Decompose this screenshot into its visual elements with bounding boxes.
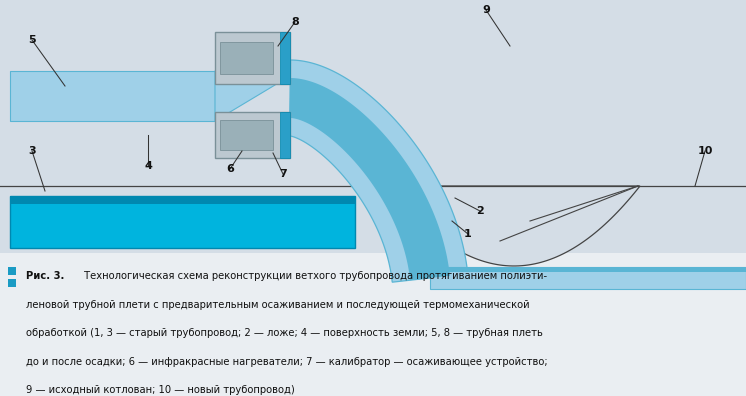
Text: 4: 4 [144, 161, 152, 171]
Text: 10: 10 [698, 146, 712, 156]
FancyBboxPatch shape [215, 32, 290, 84]
Text: 7: 7 [279, 169, 287, 179]
FancyBboxPatch shape [8, 280, 16, 287]
FancyBboxPatch shape [215, 112, 290, 158]
Text: 8: 8 [291, 17, 299, 27]
Text: 1: 1 [464, 229, 472, 239]
FancyBboxPatch shape [8, 267, 16, 276]
FancyBboxPatch shape [10, 71, 215, 121]
Text: Рис. 3.: Рис. 3. [26, 271, 64, 282]
FancyBboxPatch shape [0, 253, 746, 396]
Text: 9: 9 [482, 5, 490, 15]
Text: до и после осадки; 6 — инфракрасные нагреватели; 7 — калибратор — осаживающее ус: до и после осадки; 6 — инфракрасные нагр… [26, 357, 548, 367]
Text: 6: 6 [226, 164, 234, 174]
FancyBboxPatch shape [10, 196, 355, 204]
Text: 3: 3 [28, 146, 36, 156]
Text: 5: 5 [28, 35, 36, 45]
FancyBboxPatch shape [430, 267, 746, 289]
Text: 9 — исходный котлован; 10 — новый трубопровод): 9 — исходный котлован; 10 — новый трубоп… [26, 385, 295, 396]
Text: леновой трубной плети с предварительным осаживанием и последующей термомеханичес: леновой трубной плети с предварительным … [26, 300, 530, 310]
FancyBboxPatch shape [10, 196, 355, 248]
Text: Технологическая схема реконструкции ветхого трубопровода протягиванием полиэти-: Технологическая схема реконструкции ветх… [81, 271, 547, 282]
Polygon shape [289, 60, 468, 282]
FancyBboxPatch shape [220, 42, 273, 74]
Polygon shape [388, 186, 640, 266]
FancyBboxPatch shape [430, 267, 746, 272]
Polygon shape [289, 78, 450, 280]
Text: обработкой (1, 3 — старый трубопровод; 2 — ложе; 4 — поверхность земли; 5, 8 — т: обработкой (1, 3 — старый трубопровод; 2… [26, 328, 543, 339]
FancyBboxPatch shape [280, 32, 290, 84]
FancyBboxPatch shape [0, 0, 746, 253]
Text: 2: 2 [476, 206, 484, 216]
FancyBboxPatch shape [220, 120, 273, 150]
Polygon shape [215, 34, 280, 121]
FancyBboxPatch shape [280, 112, 290, 158]
